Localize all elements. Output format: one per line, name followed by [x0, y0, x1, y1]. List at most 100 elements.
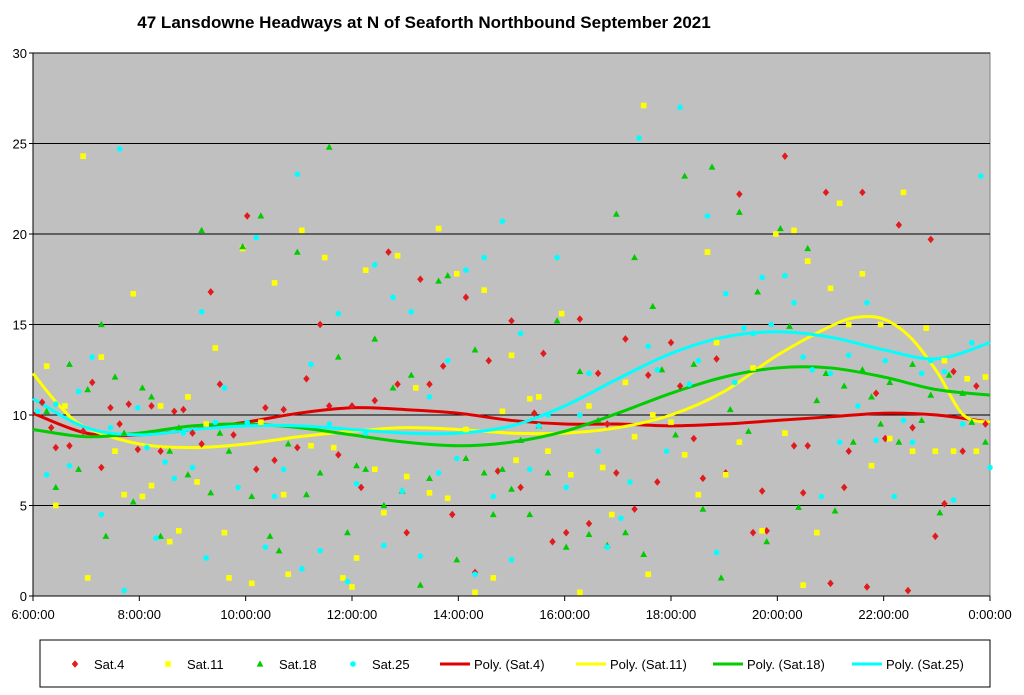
data-point — [645, 571, 652, 578]
data-point — [299, 227, 305, 234]
data-point — [909, 448, 916, 454]
data-point — [38, 398, 46, 407]
data-point — [135, 404, 141, 411]
data-point — [608, 511, 615, 518]
data-point — [973, 382, 980, 390]
data-point — [872, 389, 880, 398]
legend-marker — [71, 660, 79, 668]
x-tick-label: 12:00:00 — [327, 607, 378, 622]
x-tick-label: 8:00:00 — [118, 607, 161, 622]
data-point — [416, 581, 424, 588]
data-point — [932, 532, 939, 541]
data-point — [203, 555, 209, 561]
data-point — [125, 400, 132, 408]
data-point — [462, 454, 470, 462]
data-point — [563, 484, 569, 491]
data-point — [508, 557, 515, 563]
data-point — [349, 584, 355, 590]
data-point — [52, 502, 59, 509]
x-tick-label: 20:00:00 — [752, 607, 803, 622]
data-point — [558, 310, 565, 317]
data-point — [699, 474, 707, 483]
data-point — [394, 252, 401, 259]
data-point — [330, 444, 337, 451]
data-point — [216, 380, 224, 389]
data-point — [399, 488, 405, 494]
legend: Sat.4 Sat.11 Sat.18 Sat.25 Poly. (Sat.4) Poly… — [39, 639, 991, 688]
data-point — [189, 464, 196, 471]
data-point — [918, 370, 925, 377]
data-point — [166, 447, 174, 454]
data-point — [636, 135, 642, 141]
data-point — [886, 435, 893, 442]
data-point — [348, 402, 356, 410]
data-point — [768, 321, 775, 328]
data-point — [536, 394, 542, 400]
data-point — [950, 497, 957, 503]
data-point — [800, 582, 806, 588]
data-point — [184, 471, 192, 478]
data-point — [111, 373, 119, 380]
data-point — [814, 529, 820, 536]
data-point — [745, 427, 752, 434]
data-point — [959, 421, 966, 427]
data-point — [121, 587, 127, 594]
data-point — [444, 357, 451, 364]
data-point — [207, 288, 214, 296]
data-point — [713, 355, 720, 363]
data-point — [562, 543, 570, 550]
data-point — [877, 420, 885, 427]
data-point — [489, 510, 497, 518]
data-point — [148, 482, 155, 489]
gridlines — [33, 52, 990, 506]
data-point — [453, 556, 461, 563]
data-point — [216, 429, 224, 436]
data-point — [353, 555, 360, 561]
data-point — [480, 469, 488, 476]
y-tick-label: 25 — [13, 137, 27, 152]
data-point — [62, 403, 68, 409]
data-point — [799, 489, 807, 497]
data-point — [175, 424, 183, 431]
data-point — [325, 143, 333, 150]
data-point — [585, 519, 593, 528]
data-point — [668, 419, 674, 426]
data-point — [526, 395, 533, 402]
data-point — [426, 380, 433, 389]
trend-line-poly-sat-11- — [31, 314, 991, 450]
data-point — [134, 445, 142, 454]
data-point — [804, 258, 811, 264]
data-point — [567, 471, 574, 478]
data-point — [394, 380, 401, 389]
data-point — [508, 485, 515, 492]
legend-label: Poly. (Sat.11) — [610, 657, 687, 672]
data-point — [782, 272, 788, 279]
data-point — [84, 386, 92, 393]
data-point — [371, 466, 378, 473]
data-point — [909, 439, 916, 445]
data-point — [517, 483, 524, 492]
data-point — [822, 188, 830, 197]
data-point — [153, 535, 159, 541]
data-point — [594, 369, 602, 378]
data-point — [654, 478, 661, 486]
data-point — [499, 408, 506, 415]
data-point — [84, 575, 91, 581]
data-point — [403, 528, 410, 537]
data-point — [654, 366, 661, 373]
data-point — [449, 510, 456, 519]
data-point — [681, 172, 689, 179]
data-point — [562, 528, 570, 537]
data-point — [891, 493, 898, 500]
data-point — [463, 426, 469, 433]
data-point — [604, 544, 610, 550]
data-point — [116, 146, 123, 152]
data-point — [950, 367, 957, 376]
data-point — [275, 547, 283, 554]
data-point — [595, 448, 601, 455]
data-point — [791, 299, 797, 306]
data-point — [43, 363, 50, 369]
data-point — [48, 423, 55, 432]
data-point — [316, 320, 324, 329]
y-tick-label: 30 — [13, 46, 27, 61]
